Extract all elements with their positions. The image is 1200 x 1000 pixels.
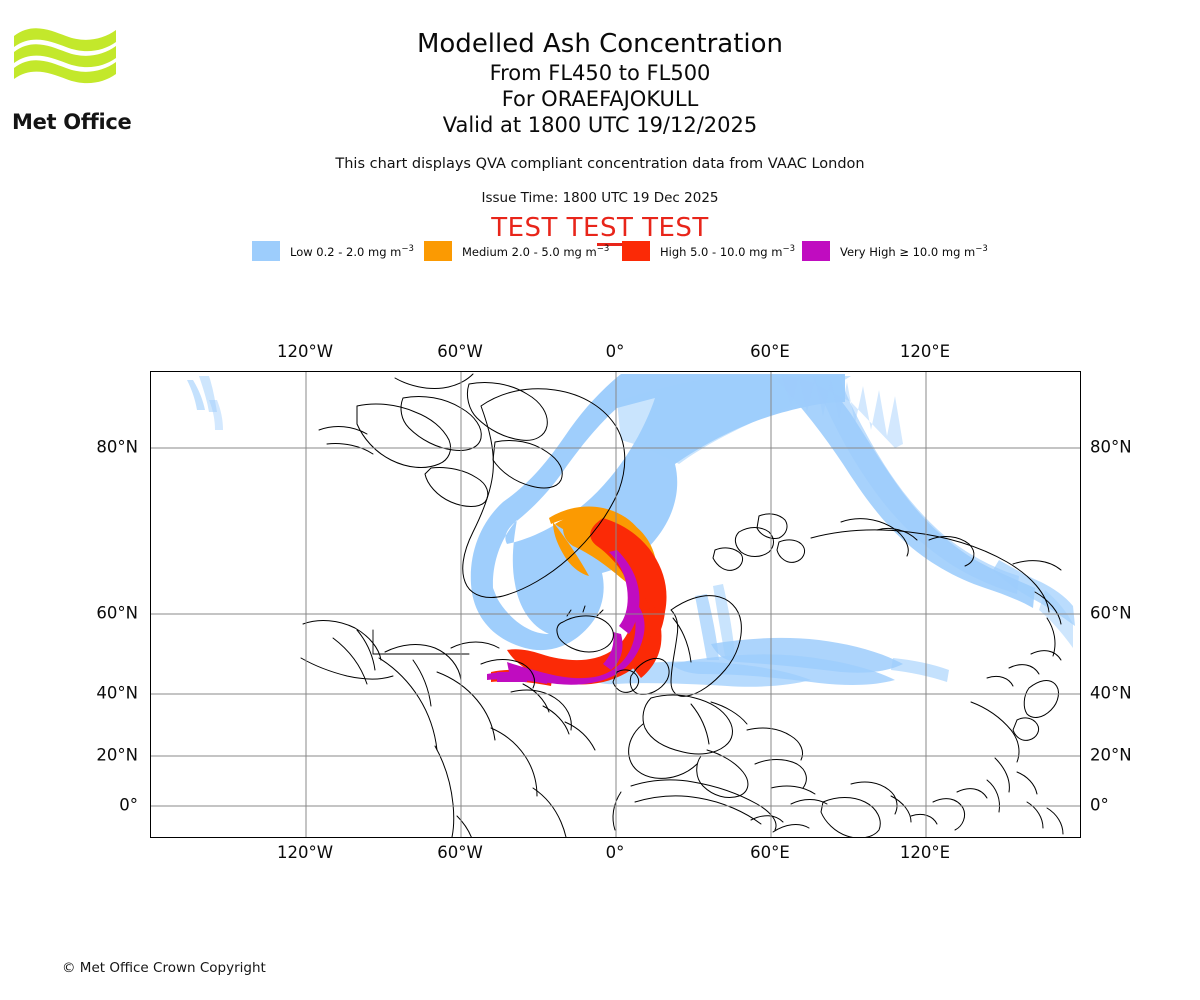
y-axis-tick-left-1: 60°N [96, 603, 138, 623]
y-axis-tick-right-4: 0° [1090, 795, 1109, 815]
y-axis-tick-right-3: 20°N [1090, 745, 1132, 765]
x-axis-tick-top-4: 120°E [899, 342, 951, 361]
map-panel [150, 371, 1081, 838]
world-map-with-ash-plume [151, 372, 1080, 837]
legend-item-0: Low 0.2 - 2.0 mg m−3 [252, 238, 414, 264]
legend-label-2: High 5.0 - 10.0 mg m−3 [660, 243, 795, 259]
legend-swatch-icon-3 [802, 241, 830, 261]
x-axis-tick-top-3: 60°E [750, 342, 790, 361]
y-axis-tick-left-4: 0° [119, 795, 138, 815]
x-axis-tick-top-1: 60°W [437, 342, 483, 361]
x-axis-tick-bottom-4: 120°E [899, 843, 951, 862]
x-axis-tick-bottom-1: 60°W [437, 843, 483, 862]
title-flight-levels: From FL450 to FL500 [489, 61, 711, 85]
y-axis-tick-right-0: 80°N [1090, 437, 1132, 457]
test-banner-underline [597, 243, 623, 246]
legend-swatch-icon-0 [252, 241, 280, 261]
legend-label-1: Medium 2.0 - 5.0 mg m−3 [462, 243, 610, 259]
x-axis-tick-top-0: 120°W [276, 342, 334, 361]
y-axis-tick-left-0: 80°N [96, 437, 138, 457]
ash-layer-low [187, 374, 1075, 687]
issue-time: Issue Time: 1800 UTC 19 Dec 2025 [481, 190, 719, 206]
y-axis-tick-left-2: 40°N [96, 683, 138, 703]
met-office-logo-text: Met Office [12, 110, 132, 134]
qva-note: This chart displays QVA compliant concen… [335, 156, 865, 172]
x-axis-tick-bottom-2: 0° [605, 843, 625, 862]
map-frame [150, 371, 1081, 838]
legend-swatch-icon-2 [622, 241, 650, 261]
y-axis-tick-right-1: 60°N [1090, 603, 1132, 623]
x-axis-tick-bottom-0: 120°W [276, 843, 334, 862]
page-title: Modelled Ash Concentration [416, 29, 784, 59]
y-axis-tick-right-2: 40°N [1090, 683, 1132, 703]
legend-swatch-icon-1 [424, 241, 452, 261]
copyright-notice: © Met Office Crown Copyright [62, 960, 266, 976]
legend-label-3: Very High ≥ 10.0 mg m−3 [840, 243, 988, 259]
x-axis-tick-top-2: 0° [605, 342, 625, 361]
legend-item-1: Medium 2.0 - 5.0 mg m−3 [424, 238, 609, 264]
concentration-legend: Low 0.2 - 2.0 mg m−3 Medium 2.0 - 5.0 mg … [0, 238, 1200, 264]
test-banner: TEST TEST TEST [491, 213, 709, 243]
x-axis-tick-bottom-3: 60°E [750, 843, 790, 862]
map-gridlines [151, 372, 1080, 837]
chart-title-block: Modelled Ash Concentration From FL450 to… [0, 28, 1200, 138]
met-office-logo: Met Office [12, 24, 212, 133]
coastlines [300, 373, 1064, 837]
title-volcano: For ORAEFAJOKULL [501, 87, 699, 111]
legend-label-0: Low 0.2 - 2.0 mg m−3 [290, 243, 414, 259]
legend-item-3: Very High ≥ 10.0 mg m−3 [802, 238, 988, 264]
y-axis-tick-left-3: 20°N [96, 745, 138, 765]
title-valid-time: Valid at 1800 UTC 19/12/2025 [442, 113, 758, 137]
met-office-logo-mark [14, 28, 116, 84]
legend-item-2: High 5.0 - 10.0 mg m−3 [622, 238, 795, 264]
